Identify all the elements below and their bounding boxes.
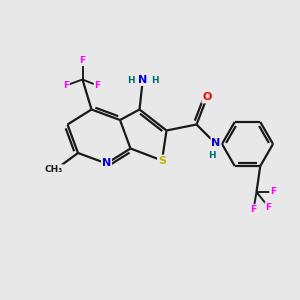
Text: F: F [94,81,100,90]
Text: CH₃: CH₃ [45,165,63,174]
Text: F: F [250,205,256,214]
Text: H: H [127,76,135,85]
Text: F: F [266,202,272,211]
Text: N: N [212,137,220,148]
Text: F: F [63,81,69,90]
Text: H: H [151,76,159,85]
Text: N: N [139,75,148,85]
Text: F: F [270,188,276,196]
Text: N: N [102,158,111,169]
Text: F: F [80,56,85,65]
Text: S: S [158,155,166,166]
Text: H: H [208,151,216,160]
Text: O: O [202,92,212,103]
